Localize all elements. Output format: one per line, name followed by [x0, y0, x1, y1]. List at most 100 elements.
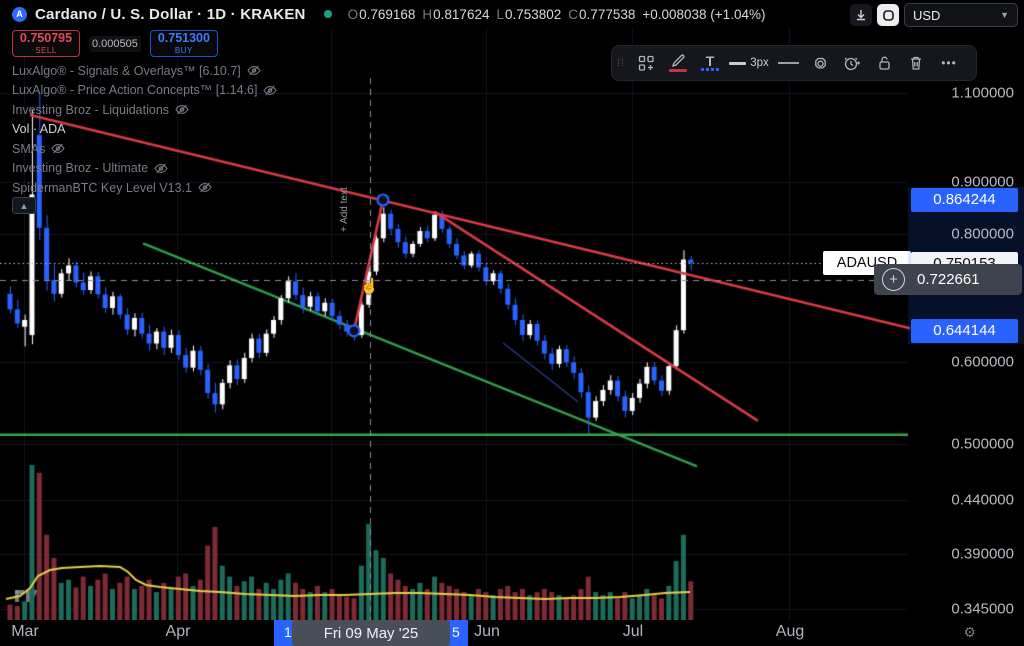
collapse-legend-button[interactable]: ▲	[12, 197, 36, 214]
chevron-down-icon: ▼	[1000, 10, 1009, 20]
crosshair-date-tooltip: Fri 09 May '25	[292, 620, 450, 646]
line-width-button[interactable]: 3px	[726, 46, 772, 80]
sell-label: SELL	[35, 45, 57, 55]
indicator-label: Investing Broz - Liquidations	[12, 102, 170, 117]
indicator-row[interactable]: LuxAlgo® - Price Action Concepts™ [1.14.…	[12, 81, 278, 101]
price-tick-label: 0.345000	[951, 600, 1014, 618]
download-button[interactable]	[850, 4, 872, 26]
line-style-icon	[777, 62, 799, 64]
line-width-value: 3px	[750, 57, 769, 69]
buy-button[interactable]: 0.751300 BUY	[149, 30, 218, 57]
time-axis-month-label: Aug	[775, 623, 805, 640]
line-width-icon	[729, 61, 747, 65]
market-status-icon	[323, 10, 332, 18]
open-value: 0.769168	[359, 6, 416, 22]
close-value: 0.777538	[579, 6, 636, 22]
sell-price: 0.750795	[19, 31, 73, 46]
indicator-label: Investing Broz - Ultimate	[12, 161, 149, 176]
time-axis-month-label: Apr	[165, 623, 191, 640]
hidden-eye-icon[interactable]	[51, 143, 66, 154]
hidden-eye-icon[interactable]	[198, 182, 212, 193]
indicator-label: SMAs	[12, 141, 46, 156]
lock-button[interactable]	[868, 46, 900, 80]
add-text-hint: + Add text	[339, 187, 350, 232]
currency-value: USD	[913, 7, 941, 23]
ada-logo-icon: A	[12, 6, 27, 22]
line-style-button[interactable]	[772, 46, 804, 80]
indicator-legend: LuxAlgo® - Signals & Overlays™ [6.10.7] L…	[12, 61, 278, 198]
selected-point-price-label: 0.864244	[911, 187, 1018, 212]
selected-point-price-label: 0.644144	[911, 318, 1018, 343]
replay-button[interactable]	[877, 4, 899, 26]
ohlc-readout: O0.769168 H0.817624 L0.753802 C0.777538 …	[348, 7, 766, 22]
price-tick-label: 0.390000	[951, 545, 1014, 563]
currency-select[interactable]: USD ▼	[904, 3, 1018, 27]
indicator-label: LuxAlgo® - Signals & Overlays™ [6.10.7]	[12, 63, 241, 78]
chart-header: A Cardano / U. S. Dollar · 1D · KRAKEN O…	[0, 0, 1024, 28]
open-label: O	[347, 6, 359, 22]
hand-cursor-icon: ☝	[360, 278, 379, 295]
indicator-label: LuxAlgo® - Price Action Concepts™ [1.14.…	[12, 83, 258, 98]
alarm-clock-icon	[844, 57, 860, 70]
text-color-button[interactable]: T	[694, 46, 726, 80]
crosshair-price-value: 0.722661	[917, 271, 980, 289]
toolbar-drag-handle[interactable]: ⁞⁞	[617, 57, 625, 69]
gear-icon	[814, 57, 826, 69]
trash-icon	[911, 56, 921, 70]
add-alert-button[interactable]	[836, 46, 868, 80]
time-axis[interactable]: 1 5 Fri 09 May '25 ⚙ Mar Apr Jun Jul Aug	[0, 620, 1024, 646]
indicator-row[interactable]: LuxAlgo® - Signals & Overlays™ [6.10.7]	[12, 61, 277, 81]
indicator-label: Vol · ADA	[12, 122, 66, 137]
band-start-digit: 1	[284, 624, 292, 640]
add-alert-plus-icon[interactable]: +	[882, 268, 905, 292]
text-icon: T	[705, 53, 715, 69]
delete-button[interactable]	[900, 46, 932, 80]
more-options-button[interactable]: •••	[941, 56, 957, 70]
price-scale[interactable]: 1.100000 0.900000 0.800000 0.600000 0.500000…	[874, 28, 1024, 620]
indicator-row[interactable]: SMAs	[12, 139, 277, 159]
high-label: H	[422, 6, 433, 22]
buy-price: 0.751300	[157, 31, 210, 46]
time-axis-month-label: Jul	[622, 623, 644, 640]
buy-label: BUY	[174, 45, 193, 55]
low-label: L	[496, 6, 504, 22]
download-icon	[857, 10, 865, 21]
band-end-digit: 5	[452, 624, 460, 640]
high-value: 0.817624	[433, 6, 490, 22]
symbol-title[interactable]: Cardano / U. S. Dollar · 1D · KRAKEN	[35, 5, 306, 23]
hidden-eye-icon[interactable]	[247, 65, 261, 76]
indicator-row[interactable]: Investing Broz - Liquidations	[12, 100, 277, 120]
settings-button[interactable]	[804, 46, 836, 80]
hidden-eye-icon[interactable]	[175, 104, 189, 115]
low-value: 0.753802	[504, 6, 562, 22]
price-tick-label: 0.500000	[951, 435, 1014, 453]
indicator-row[interactable]: Investing Broz - Ultimate	[12, 159, 277, 179]
pencil-icon	[671, 54, 685, 68]
price-tick-label: 1.100000	[951, 84, 1014, 102]
line-color-swatch	[669, 69, 687, 72]
loop-icon	[882, 9, 894, 21]
drawing-toolbar: ⁞⁞ T 3px •••	[611, 45, 977, 81]
spread-value: 0.000505	[89, 35, 141, 52]
indicator-row[interactable]: SpidermanBTC Key Level V13.1	[12, 178, 277, 198]
template-button[interactable]	[630, 46, 662, 80]
crosshair-price-label: +0.722661	[874, 264, 1022, 296]
axis-settings-gear-icon[interactable]: ⚙	[963, 624, 976, 640]
template-icon	[638, 55, 654, 71]
hidden-eye-icon[interactable]	[263, 85, 278, 96]
price-tick-label: 0.440000	[951, 491, 1014, 509]
time-axis-month-label: Mar	[11, 623, 39, 640]
change-value: +0.008038 (+1.04%)	[642, 6, 766, 22]
price-tick-label: 0.900000	[951, 173, 1014, 191]
close-label: C	[568, 6, 579, 22]
hidden-eye-icon[interactable]	[154, 163, 168, 174]
price-tick-label: 0.600000	[951, 353, 1014, 371]
sell-button[interactable]: 0.750795 SELL	[12, 30, 80, 57]
line-color-button[interactable]	[662, 46, 694, 80]
unlock-icon	[878, 56, 890, 70]
indicator-row[interactable]: Vol · ADA	[12, 120, 277, 140]
time-axis-month-label: Jun	[474, 623, 500, 640]
price-tick-label: 0.800000	[951, 225, 1014, 243]
